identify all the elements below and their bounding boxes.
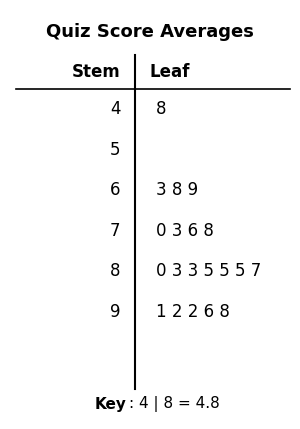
Text: 9: 9 [110,303,120,321]
Text: 5: 5 [110,141,120,159]
Text: 8: 8 [156,100,166,118]
Text: : 4 | 8 = 4.8: : 4 | 8 = 4.8 [129,396,220,412]
Text: 1 2 2 6 8: 1 2 2 6 8 [156,303,230,321]
Text: Leaf: Leaf [150,63,190,81]
Text: 3 8 9: 3 8 9 [156,181,198,199]
Text: 0 3 6 8: 0 3 6 8 [156,222,214,240]
Text: Stem: Stem [71,63,120,81]
Text: 4: 4 [110,100,120,118]
Text: 7: 7 [110,222,120,240]
Text: 8: 8 [110,262,120,280]
Text: 6: 6 [110,181,120,199]
Text: Key: Key [94,397,126,412]
Text: 0 3 3 5 5 5 7: 0 3 3 5 5 5 7 [156,262,261,280]
Text: Quiz Score Averages: Quiz Score Averages [46,23,254,41]
